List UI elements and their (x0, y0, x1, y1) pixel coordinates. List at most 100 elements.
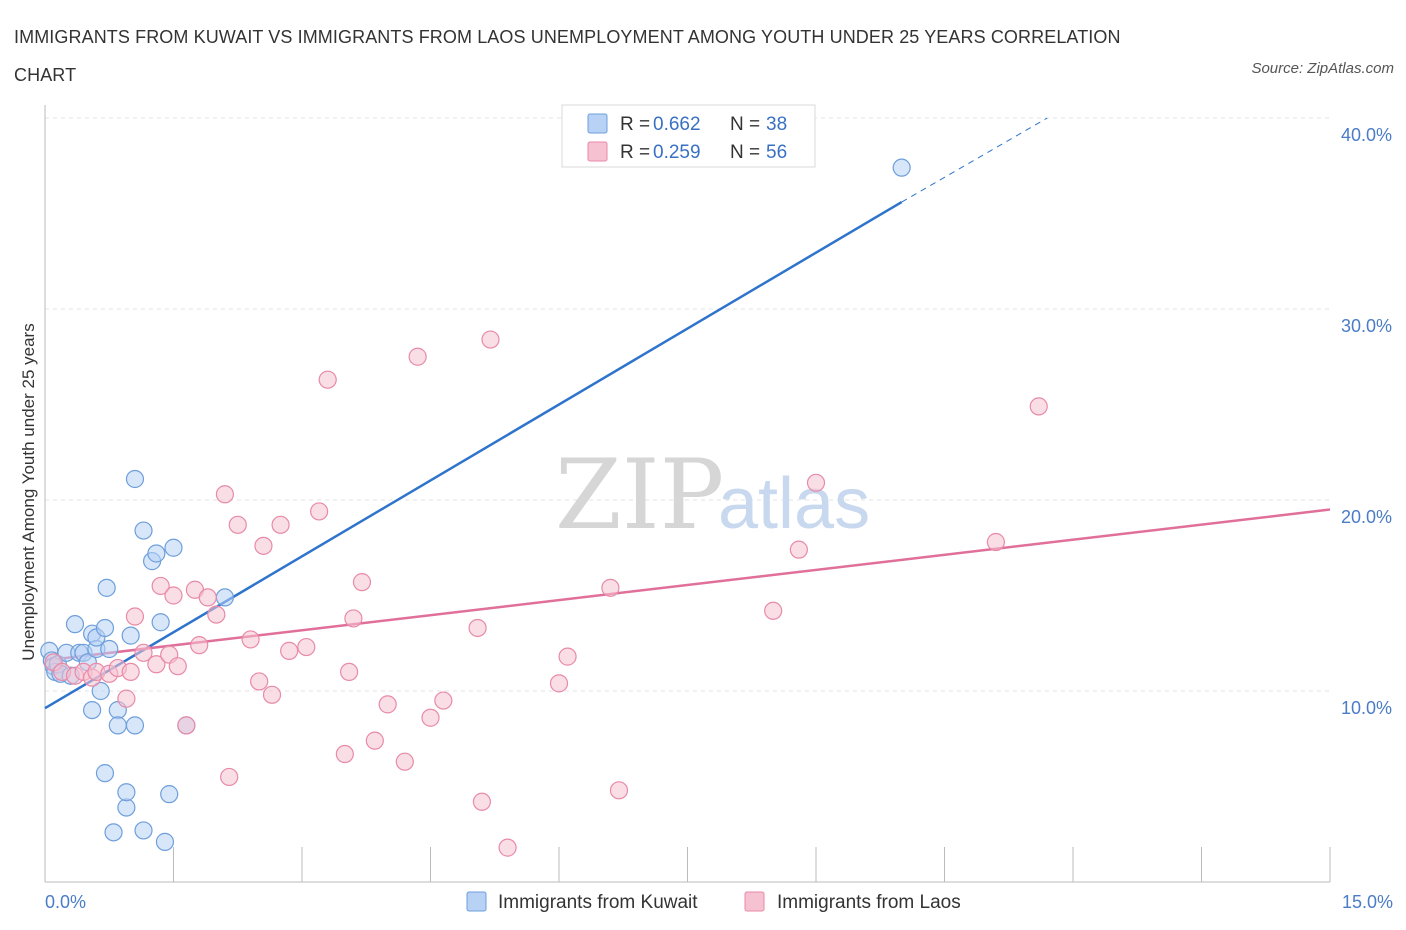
legend-r-value-kuwait: 0.662 (653, 114, 701, 135)
laos-point-46 (481, 330, 500, 349)
laos-point-13 (151, 576, 170, 596)
y-tick-label-3: 40.0% (1341, 125, 1392, 145)
legend-swatch-kuwait (587, 113, 608, 134)
kuwait-point-28 (125, 469, 145, 489)
kuwait-point-25 (117, 783, 136, 802)
laos-point-41 (408, 347, 427, 366)
legend-r-label-laos: R = (620, 142, 650, 163)
axes (44, 105, 1331, 883)
kuwait-point-19 (97, 578, 116, 597)
legend-n-label-laos: N = (730, 142, 760, 163)
y-tick-label-0: 10.0% (1341, 698, 1392, 718)
kuwait-point-38 (215, 588, 234, 607)
trend-line-kuwait (44, 200, 903, 710)
laos-point-33 (318, 370, 337, 389)
kuwait-point-30 (134, 521, 153, 540)
laos-point-28 (262, 685, 282, 704)
laos-point-37 (352, 573, 372, 592)
laos-point-51 (609, 781, 629, 800)
laos-point-34 (335, 744, 354, 764)
laos-point-12 (147, 655, 166, 674)
laos-point-48 (549, 674, 569, 693)
laos-point-20 (198, 588, 217, 607)
watermark-zip: ZIP (555, 439, 724, 551)
x-tick-label-1: 15.0% (1342, 892, 1393, 912)
legend-r-value-laos: 0.259 (653, 142, 701, 163)
bottom-legend-swatch-kuwait (466, 891, 487, 912)
kuwait-point-32 (147, 544, 166, 563)
y-axis-label: Unemployment Among Youth under 25 years (19, 323, 38, 660)
laos-point-40 (395, 752, 414, 771)
laos-point-25 (241, 630, 260, 649)
top-legend: R = 0.662 N = 38 R = 0.259 N = 56 (561, 104, 816, 168)
laos-point-23 (220, 767, 239, 787)
legend-n-label-kuwait: N = (730, 114, 760, 135)
laos-point-45 (472, 792, 491, 811)
laos-point-30 (280, 641, 299, 660)
laos-point-52 (764, 601, 783, 620)
legend-n-value-kuwait: 38 (766, 114, 787, 135)
watermark: ZIP atlas (555, 439, 870, 551)
laos-point-21 (207, 605, 226, 624)
series-laos-points (44, 330, 1048, 857)
y-tick-label-2: 30.0% (1341, 316, 1392, 336)
laos-point-16 (168, 657, 187, 676)
laos-point-47 (498, 838, 517, 857)
laos-point-17 (177, 716, 196, 735)
source-label: Source: ZipAtlas.com (1251, 60, 1394, 77)
laos-point-10 (125, 607, 145, 626)
x-tick-label-0: 0.0% (45, 892, 86, 912)
gridlines (45, 117, 1330, 692)
kuwait-point-33 (151, 613, 170, 632)
legend-n-value-laos: 56 (766, 142, 787, 163)
laos-point-55 (986, 532, 1006, 552)
chart-title: IMMIGRANTS FROM KUWAIT VS IMMIGRANTS FRO… (14, 27, 1121, 85)
laos-point-11 (134, 643, 153, 662)
y-tick-label-1: 20.0% (1341, 507, 1392, 527)
kuwait-point-8 (65, 615, 85, 634)
y-tick-labels: 10.0% 20.0% 30.0% 40.0% (1341, 125, 1392, 718)
kuwait-point-29 (134, 821, 153, 840)
laos-point-35 (340, 662, 359, 682)
laos-point-50 (601, 578, 620, 597)
laos-point-43 (434, 691, 453, 710)
laos-point-22 (215, 485, 234, 504)
laos-point-36 (344, 609, 363, 628)
bottom-legend-label-kuwait: Immigrants from Kuwait (498, 892, 698, 913)
laos-point-19 (190, 636, 209, 655)
laos-point-54 (806, 473, 826, 492)
kuwait-point-17 (95, 764, 115, 783)
kuwait-point-18 (95, 618, 115, 638)
kuwait-point-15 (91, 681, 110, 701)
kuwait-point-13 (83, 700, 102, 720)
kuwait-point-39 (892, 158, 911, 177)
bottom-legend-label-laos: Immigrants from Laos (777, 892, 961, 913)
trend-line-kuwait-extension (901, 117, 1048, 203)
legend-r-label-kuwait: R = (620, 114, 650, 135)
series-kuwait-points (40, 158, 911, 851)
kuwait-point-24 (117, 798, 136, 817)
kuwait-point-26 (121, 626, 140, 645)
laos-point-24 (228, 515, 247, 534)
laos-point-44 (468, 618, 487, 638)
laos-point-49 (558, 647, 577, 666)
trend-lines (44, 117, 1331, 710)
laos-point-8 (117, 689, 136, 708)
kuwait-point-23 (108, 716, 127, 735)
laos-point-26 (250, 672, 269, 691)
kuwait-point-20 (100, 639, 119, 659)
kuwait-point-27 (125, 716, 145, 735)
kuwait-point-21 (104, 823, 123, 842)
kuwait-point-36 (164, 538, 183, 557)
x-tick-labels: 0.0% 15.0% (45, 892, 1393, 912)
laos-point-9 (121, 662, 140, 682)
laos-point-38 (365, 731, 384, 750)
legend-swatch-laos (587, 141, 608, 162)
laos-point-39 (378, 695, 397, 714)
laos-point-15 (164, 586, 183, 605)
laos-point-31 (297, 637, 316, 657)
laos-point-27 (254, 536, 273, 555)
laos-point-56 (1029, 397, 1048, 416)
laos-point-32 (310, 502, 329, 521)
